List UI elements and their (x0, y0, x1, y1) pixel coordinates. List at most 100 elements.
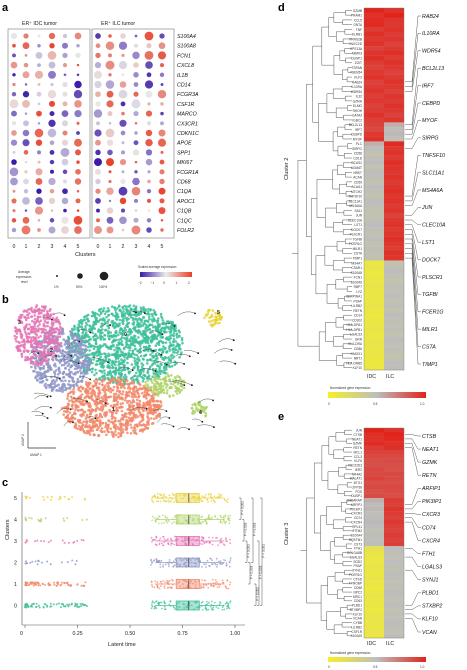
heatmap-cell-idc (364, 155, 384, 161)
umap-cell (138, 374, 141, 378)
umap-cell (146, 415, 149, 418)
umap-cell (153, 373, 156, 377)
umap-cell (72, 344, 76, 348)
umap-cell (198, 403, 202, 406)
latent-cell (62, 517, 65, 520)
heatmap-cell-idc (364, 79, 384, 85)
dendrogram-branch (345, 95, 352, 102)
umap-cell (81, 330, 85, 333)
heatmap-cell-idc (364, 98, 384, 104)
umap-cell (93, 373, 96, 377)
umap-cell (39, 342, 42, 346)
latent-cell (200, 539, 203, 541)
heatmap-row-label: CCL5 (354, 18, 362, 22)
umap-cell (152, 385, 156, 388)
umap-cell (85, 383, 88, 386)
umap-cell (32, 339, 36, 342)
latent-cell (159, 566, 162, 568)
expression-dot (131, 225, 141, 235)
latent-cell (163, 605, 166, 608)
umap-cell (149, 353, 152, 356)
umap-cell (210, 315, 214, 318)
latent-cell (177, 582, 180, 584)
expression-dot (94, 129, 102, 137)
umap-cell (132, 418, 135, 422)
umap-cell (79, 408, 83, 412)
latent-cell (207, 608, 210, 611)
latent-y-tick: 2 (14, 561, 17, 567)
umap-cell (115, 389, 119, 393)
latent-cell (72, 541, 75, 544)
heatmap-row-label: JUN (356, 214, 363, 218)
umap-cell (199, 409, 202, 412)
umap-cell (54, 330, 58, 334)
umap-cell (64, 361, 67, 365)
umap-cell (112, 397, 116, 400)
velocity-streamline (213, 348, 232, 354)
umap-cell (120, 340, 124, 343)
expression-dot (11, 218, 17, 223)
umap-cell (108, 387, 112, 390)
umap-cell (201, 405, 204, 409)
expression-dot (118, 186, 128, 196)
heatmap-d-legend-tick-2: 1.0 (420, 402, 425, 406)
velocity-streamline (130, 406, 147, 411)
heatmap-cell-idc (364, 227, 384, 233)
umap-cell (129, 315, 133, 319)
expression-dot (61, 197, 69, 205)
umap-cell (40, 362, 44, 366)
umap-cell (118, 362, 121, 366)
latent-cell (207, 602, 209, 605)
umap-cell (43, 357, 46, 361)
umap-cell (141, 377, 145, 380)
umap-cell (126, 422, 129, 426)
expression-dot (157, 138, 167, 147)
panel-b-label: b (2, 294, 9, 306)
umap-cell (72, 400, 76, 404)
umap-cluster-label: 0 (124, 332, 127, 338)
latent-cell (192, 538, 195, 541)
expression-dot (158, 42, 166, 50)
latent-cell (210, 605, 212, 608)
umap-cell (84, 417, 88, 420)
highlight-leader-line (405, 102, 421, 135)
umap-cell (57, 318, 60, 322)
umap-cell (147, 387, 151, 391)
latent-cell (206, 541, 208, 543)
heatmap-cell-idc (364, 184, 384, 190)
expression-dot (95, 139, 101, 146)
umap-cell (136, 356, 140, 359)
umap-cell (85, 348, 88, 352)
heatmap-row-label: FCER1G (349, 242, 362, 246)
latent-cell (157, 500, 160, 503)
latent-cell (74, 563, 77, 566)
umap-cell (64, 366, 67, 370)
latent-cell (225, 500, 228, 502)
heatmap-cell-ilc (384, 184, 404, 190)
velocity-arrowhead (89, 378, 91, 381)
heatmap-cell-ilc (384, 112, 404, 118)
umap-cell (129, 387, 132, 391)
umap-cell (114, 430, 117, 433)
latent-cell (229, 538, 231, 541)
latent-cell (197, 519, 200, 522)
umap-cell (164, 341, 168, 344)
umap-cell (147, 315, 151, 319)
latent-cell (199, 498, 202, 500)
umap-cell (14, 326, 17, 329)
latent-cell (207, 500, 209, 503)
umap-cell (45, 321, 49, 325)
heatmap-cell-ilc (384, 22, 404, 28)
expression-dot (120, 178, 126, 185)
latent-cell (219, 495, 222, 498)
umap-cell (112, 425, 116, 429)
umap-cell (128, 313, 132, 316)
velocity-streamline (56, 407, 71, 415)
heatmap-cell-idc (364, 160, 384, 166)
umap-cell (152, 399, 155, 403)
latent-cell (171, 578, 173, 581)
heatmap-cell-ilc (384, 174, 404, 180)
umap-cell (155, 399, 159, 403)
velocity-arrowhead (50, 406, 52, 409)
